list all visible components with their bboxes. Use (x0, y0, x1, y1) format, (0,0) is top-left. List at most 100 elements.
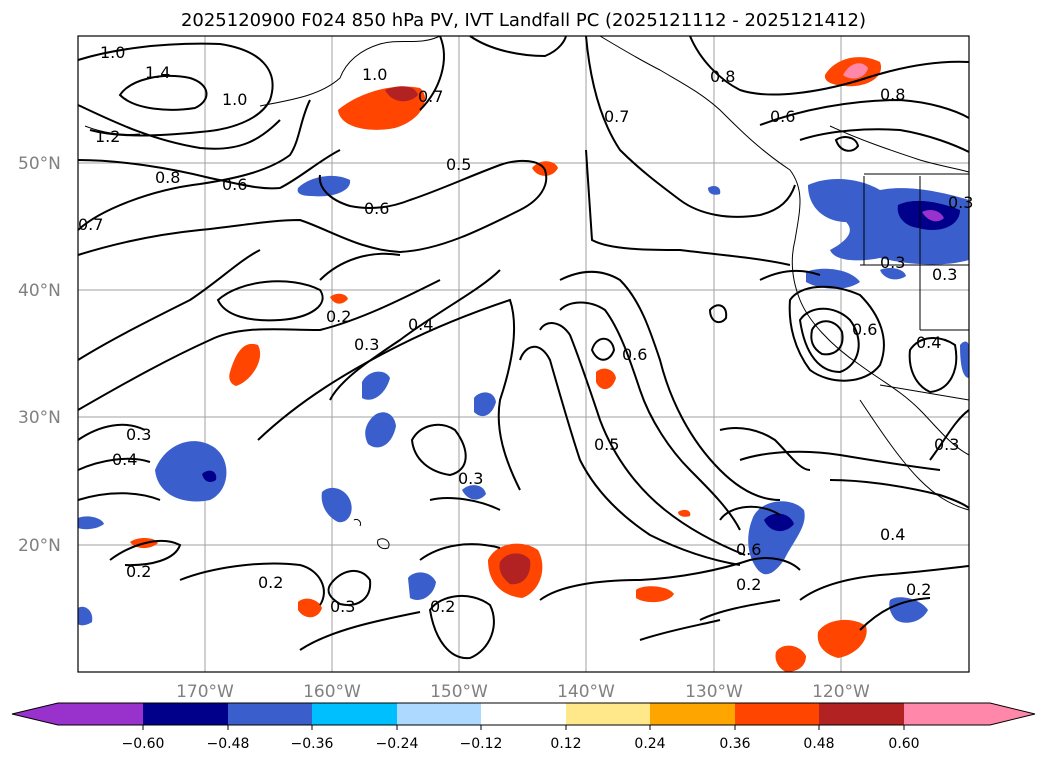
colorbar-tick-label: 0.60 (888, 736, 919, 752)
shade-negative (808, 178, 969, 265)
colorbar-outline (11, 702, 1036, 726)
map-frame (77, 35, 970, 673)
contour-line (908, 337, 958, 394)
contour-line (77, 159, 548, 256)
coastline-baja (859, 399, 970, 511)
lon-label-120w: 120°W (812, 682, 870, 702)
colorbar-bin (143, 703, 228, 725)
shade-positive (817, 619, 867, 658)
contour-line (639, 619, 721, 641)
contour-line (216, 280, 324, 322)
colorbar-bin (650, 703, 735, 725)
contour-line (77, 149, 341, 190)
lat-label-20n: 20°N (18, 536, 61, 556)
contour-label: 0.2 (326, 307, 351, 326)
contour-line (109, 540, 182, 567)
coastlines (84, 35, 970, 549)
contour-label: 0.2 (736, 575, 761, 594)
contour-line (689, 35, 970, 96)
lon-labels: 170°W 160°W 150°W 140°W 130°W 120°W (176, 682, 870, 702)
contour-line (859, 597, 931, 631)
contour-line (299, 611, 421, 651)
lat-label-50n: 50°N (18, 154, 61, 174)
shade-positive (229, 343, 261, 386)
contour-label: 0.3 (880, 253, 905, 272)
contour-label: 0.3 (932, 265, 957, 284)
shade-negative (462, 485, 486, 500)
contour-line (77, 42, 274, 137)
contour-line (428, 594, 495, 660)
colorbar-bin (397, 703, 481, 725)
contour-line (77, 492, 161, 501)
contour-label: 0.7 (78, 215, 103, 234)
contour-label: 0.2 (126, 562, 151, 581)
lon-label-160w: 160°W (303, 682, 361, 702)
contour-label: 0.6 (622, 345, 647, 364)
contour-line (118, 74, 208, 111)
coastline-border (829, 125, 970, 173)
hawaii-island (353, 519, 361, 527)
contour-label: 1.0 (362, 65, 387, 84)
hawaii-island (377, 538, 390, 549)
contour-line (77, 99, 311, 231)
contour-line (829, 479, 970, 509)
contour-label: 0.6 (852, 320, 877, 339)
contour-label: 0.6 (222, 175, 247, 194)
contour-line (929, 409, 970, 461)
contour-line (469, 35, 567, 58)
colorbar-tick-label: 0.12 (550, 736, 581, 752)
shade-negative (321, 487, 352, 523)
lat-labels: 50°N 40°N 30°N 20°N (18, 154, 61, 556)
contour-line (559, 301, 741, 531)
colorbar-bin (481, 703, 566, 725)
contour-line (179, 562, 325, 606)
contour-label: 0.3 (458, 469, 483, 488)
shade-positive (298, 598, 322, 618)
colorbar-bin (228, 703, 312, 725)
shade-negative (297, 175, 351, 197)
colorbar-tick-label: 0.48 (803, 736, 834, 752)
shade-positive-max (843, 63, 868, 79)
shade-positive (678, 509, 691, 517)
contour-line (719, 427, 811, 471)
contour-line (327, 570, 372, 606)
contour-label: 0.6 (736, 540, 761, 559)
shade-positive (775, 645, 806, 672)
colorbar-tick-label: −0.48 (207, 736, 250, 752)
contour-line (719, 505, 781, 521)
contour-line (810, 320, 844, 356)
contour-line (759, 269, 821, 281)
contour-label: 0.6 (770, 107, 795, 126)
contour-label: 0.8 (880, 85, 905, 104)
shade-negative (960, 341, 969, 378)
contour-labels: 1.0 1.4 1.0 1.2 0.8 0.6 0.7 1.0 0.7 0.6 … (78, 43, 973, 616)
pv-contours (77, 35, 970, 660)
lat-label-30n: 30°N (18, 408, 61, 428)
contour-label: 0.7 (604, 107, 629, 126)
contour-label: 0.2 (258, 573, 283, 592)
contour-label: 0.3 (354, 335, 379, 354)
contour-label: 0.4 (112, 450, 137, 469)
contour-line (257, 298, 521, 491)
shade-negative (365, 412, 396, 448)
colorbar: −0.60 −0.48 −0.36 −0.24 −0.12 0.12 0.24 … (11, 702, 1036, 752)
shade-negative (408, 572, 436, 601)
ivt-shading (78, 57, 969, 672)
contour-line (590, 337, 616, 361)
coastline-north-america (599, 35, 970, 456)
lon-label-170w: 170°W (176, 682, 234, 702)
colorbar-bin (58, 703, 143, 725)
contour-label: 0.8 (155, 168, 180, 187)
colorbar-bin (819, 703, 904, 725)
contour-label: 0.3 (330, 597, 355, 616)
state-border (879, 384, 970, 401)
contour-line (319, 252, 401, 281)
contour-label: 0.6 (364, 199, 389, 218)
shade-positive (596, 368, 616, 390)
contour-line (798, 307, 860, 374)
lon-label-150w: 150°W (430, 682, 488, 702)
colorbar-tick-label: 0.36 (719, 736, 750, 752)
colorbar-bin (566, 703, 650, 725)
shade-negative-strong (764, 513, 794, 532)
